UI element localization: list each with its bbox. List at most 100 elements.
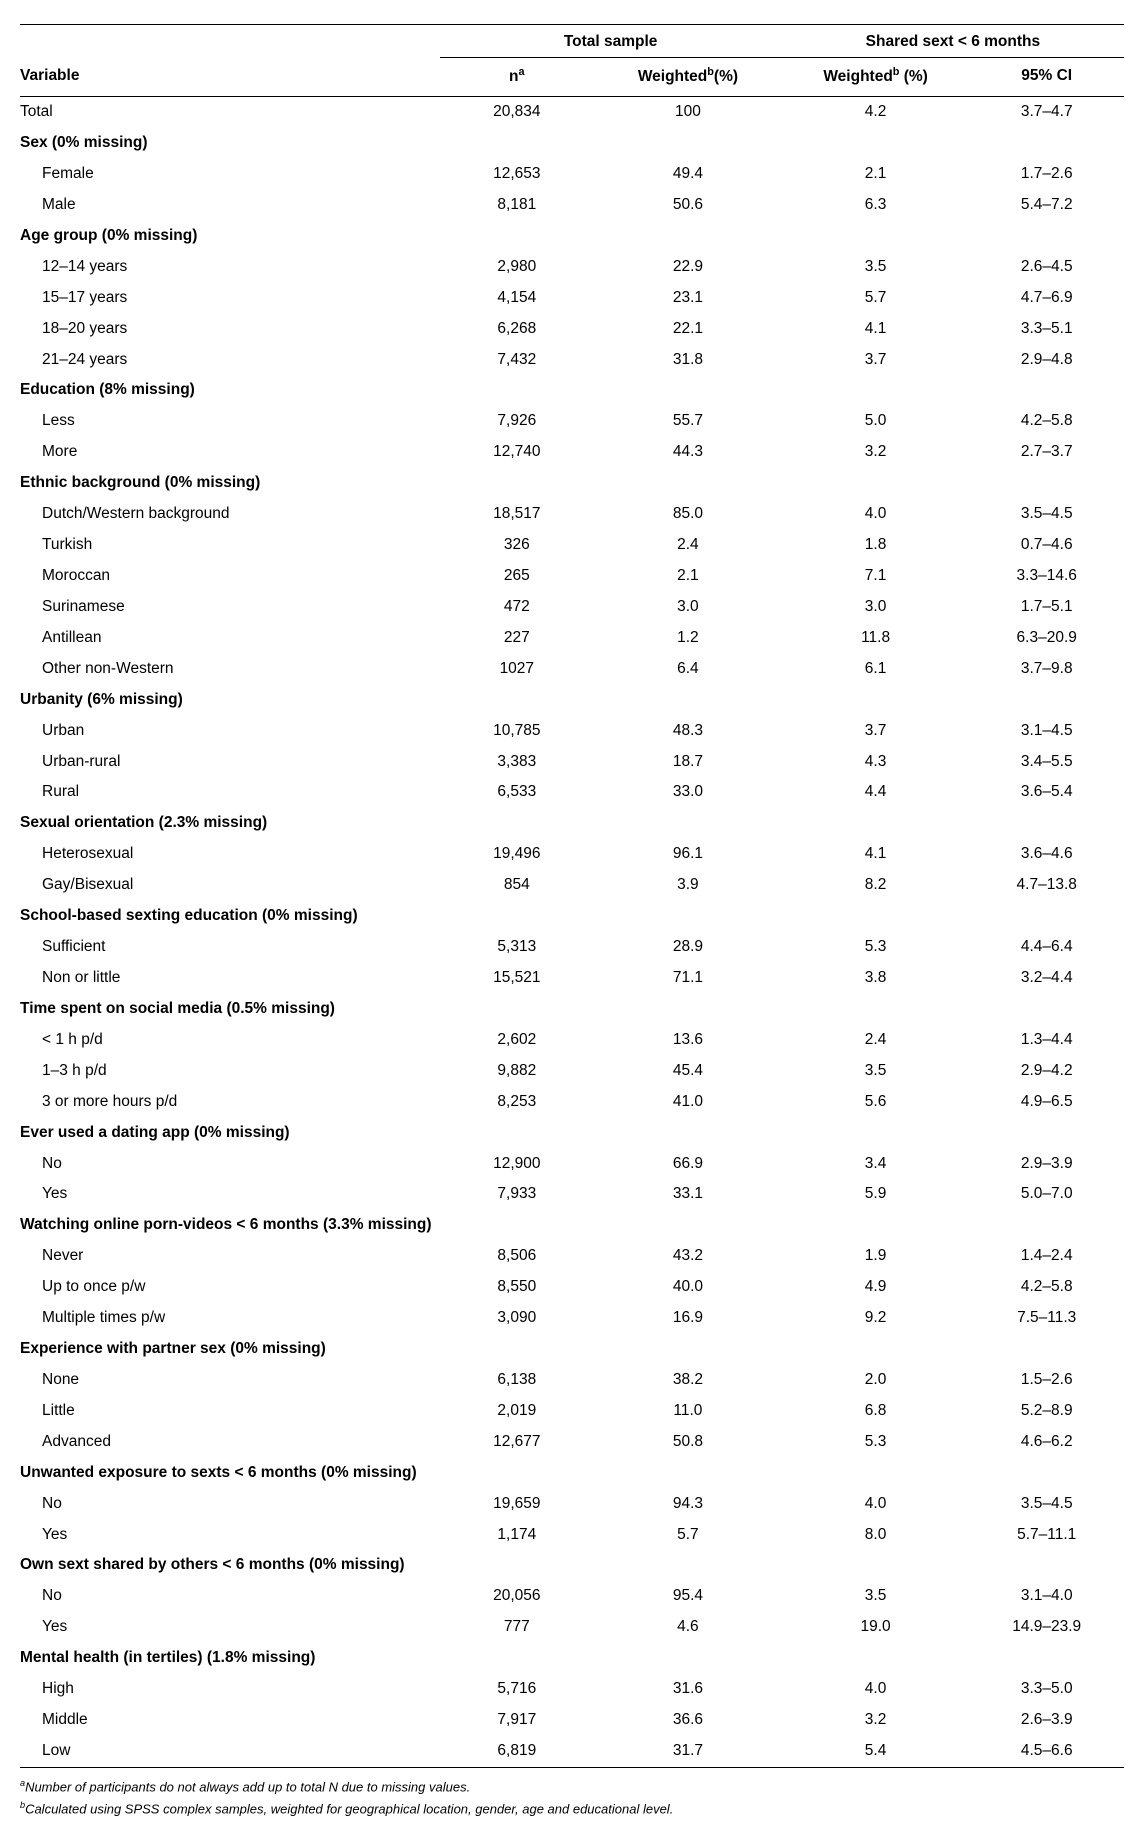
table-row: 12–14 years2,98022.93.52.6–4.5 — [20, 252, 1124, 283]
wt2-cell: 2.1 — [782, 159, 970, 190]
table-row: 21–24 years7,43231.83.72.9–4.8 — [20, 345, 1124, 376]
n-cell — [440, 901, 595, 932]
ci-cell: 4.4–6.4 — [969, 932, 1124, 963]
wt2-cell: 5.6 — [782, 1087, 970, 1118]
ci-cell — [969, 1458, 1124, 1489]
variable-cell: More — [20, 437, 440, 468]
n-cell: 6,533 — [440, 777, 595, 808]
wt-cell: 2.1 — [594, 561, 782, 592]
wt2-cell: 1.9 — [782, 1241, 970, 1272]
n-cell: 2,602 — [440, 1025, 595, 1056]
wt2-cell: 7.1 — [782, 561, 970, 592]
ci-cell: 3.1–4.5 — [969, 716, 1124, 747]
variable-cell: Advanced — [20, 1427, 440, 1458]
wt2-cell: 4.1 — [782, 314, 970, 345]
table-row: Sufficient5,31328.95.34.4–6.4 — [20, 932, 1124, 963]
table-row: Advanced12,67750.85.34.6–6.2 — [20, 1427, 1124, 1458]
variable-cell: Non or little — [20, 963, 440, 994]
table-row: Antillean2271.211.86.3–20.9 — [20, 623, 1124, 654]
table-row: Experience with partner sex (0% missing) — [20, 1334, 1124, 1365]
wt-cell: 36.6 — [594, 1705, 782, 1736]
wt-cell: 31.7 — [594, 1736, 782, 1767]
n-cell: 1,174 — [440, 1520, 595, 1551]
variable-cell: Experience with partner sex (0% missing) — [20, 1334, 440, 1365]
table-row: School-based sexting education (0% missi… — [20, 901, 1124, 932]
table-row: Total20,8341004.23.7–4.7 — [20, 97, 1124, 128]
n-cell — [440, 1210, 595, 1241]
wt-cell: 13.6 — [594, 1025, 782, 1056]
table-row: Never8,50643.21.91.4–2.4 — [20, 1241, 1124, 1272]
variable-cell: Surinamese — [20, 592, 440, 623]
n-cell: 7,917 — [440, 1705, 595, 1736]
wt-cell: 49.4 — [594, 159, 782, 190]
table-row: Male8,18150.66.35.4–7.2 — [20, 190, 1124, 221]
variable-cell: Heterosexual — [20, 839, 440, 870]
ci-cell — [969, 994, 1124, 1025]
n-cell: 2,980 — [440, 252, 595, 283]
ci-cell: 3.5–4.5 — [969, 499, 1124, 530]
wt2-cell: 8.0 — [782, 1520, 970, 1551]
ci-cell: 3.1–4.0 — [969, 1581, 1124, 1612]
wt-cell: 41.0 — [594, 1087, 782, 1118]
table-row: No12,90066.93.42.9–3.9 — [20, 1149, 1124, 1180]
wt2-cell: 3.5 — [782, 1581, 970, 1612]
wt-cell: 6.4 — [594, 654, 782, 685]
n-cell: 10,785 — [440, 716, 595, 747]
table-row: More12,74044.33.22.7–3.7 — [20, 437, 1124, 468]
wt2-cell: 6.3 — [782, 190, 970, 221]
wt-cell — [594, 1550, 782, 1581]
n-cell: 472 — [440, 592, 595, 623]
wt-cell: 33.0 — [594, 777, 782, 808]
wt2-cell: 5.7 — [782, 283, 970, 314]
table-row: Little2,01911.06.85.2–8.9 — [20, 1396, 1124, 1427]
ci-cell: 5.7–11.1 — [969, 1520, 1124, 1551]
wt2-cell: 6.1 — [782, 654, 970, 685]
table-row: Watching online porn-videos < 6 months (… — [20, 1210, 1124, 1241]
wt-cell: 31.6 — [594, 1674, 782, 1705]
n-cell: 6,819 — [440, 1736, 595, 1767]
variable-cell: 18–20 years — [20, 314, 440, 345]
wt2-cell — [782, 1210, 970, 1241]
variable-cell: 12–14 years — [20, 252, 440, 283]
n-cell: 20,056 — [440, 1581, 595, 1612]
wt2-cell: 4.0 — [782, 1489, 970, 1520]
ci-cell: 2.9–4.8 — [969, 345, 1124, 376]
variable-cell: 15–17 years — [20, 283, 440, 314]
ci-cell: 3.6–5.4 — [969, 777, 1124, 808]
col-header-ci: 95% CI — [969, 58, 1124, 97]
wt2-cell: 3.8 — [782, 963, 970, 994]
wt2-cell: 5.3 — [782, 1427, 970, 1458]
wt-cell: 71.1 — [594, 963, 782, 994]
variable-cell: < 1 h p/d — [20, 1025, 440, 1056]
n-cell: 2,019 — [440, 1396, 595, 1427]
variable-cell: Moroccan — [20, 561, 440, 592]
ci-cell: 3.7–9.8 — [969, 654, 1124, 685]
variable-cell: Never — [20, 1241, 440, 1272]
ci-cell: 4.7–6.9 — [969, 283, 1124, 314]
wt2-cell: 4.1 — [782, 839, 970, 870]
n-cell: 5,313 — [440, 932, 595, 963]
table-row: < 1 h p/d2,60213.62.41.3–4.4 — [20, 1025, 1124, 1056]
ci-cell: 4.2–5.8 — [969, 406, 1124, 437]
variable-cell: Ethnic background (0% missing) — [20, 468, 440, 499]
col-header-variable: Variable — [20, 58, 440, 97]
ci-cell: 2.6–3.9 — [969, 1705, 1124, 1736]
group-header-row: Total sample Shared sext < 6 months — [20, 25, 1124, 58]
ci-cell: 3.2–4.4 — [969, 963, 1124, 994]
n-cell — [440, 808, 595, 839]
wt2-cell: 4.0 — [782, 1674, 970, 1705]
n-cell: 12,740 — [440, 437, 595, 468]
footnotes: aNumber of participants do not always ad… — [20, 1776, 1124, 1820]
variable-cell: Yes — [20, 1179, 440, 1210]
wt2-cell: 3.0 — [782, 592, 970, 623]
table-row: Non or little15,52171.13.83.2–4.4 — [20, 963, 1124, 994]
table-row: Urban10,78548.33.73.1–4.5 — [20, 716, 1124, 747]
variable-cell: Total — [20, 97, 440, 128]
wt-cell — [594, 994, 782, 1025]
n-cell — [440, 1118, 595, 1149]
wt-cell: 22.1 — [594, 314, 782, 345]
ci-cell: 0.7–4.6 — [969, 530, 1124, 561]
ci-cell: 2.7–3.7 — [969, 437, 1124, 468]
wt-cell: 43.2 — [594, 1241, 782, 1272]
table-row: Own sext shared by others < 6 months (0%… — [20, 1550, 1124, 1581]
